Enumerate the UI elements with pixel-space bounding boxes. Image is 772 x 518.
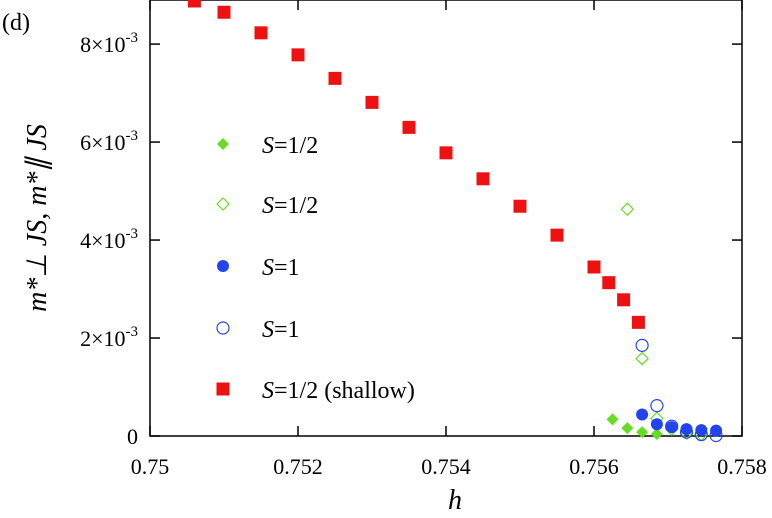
x-axis-label: h [448, 485, 462, 516]
point-diamond-open [635, 351, 649, 366]
point-circle-filled [695, 424, 708, 437]
point-circle-filled [680, 423, 693, 436]
point-square-filled [550, 228, 564, 242]
axes [149, 0, 743, 437]
plot-frame [149, 0, 743, 437]
legend: S=1/2 S=1/2 S=1 S=1 S=1/2 (shallow) [216, 133, 415, 404]
legend-marker-1 [217, 138, 229, 150]
point-diamond-open [620, 202, 635, 217]
legend-marker-5 [216, 382, 230, 396]
point-diamond-filled [650, 428, 663, 441]
legend-label-5: S=1/2 (shallow) [262, 378, 415, 404]
point-square-filled [254, 26, 268, 40]
point-square-filled [328, 71, 342, 85]
panel-label: (d) [2, 10, 30, 36]
point-circle-open [694, 427, 708, 442]
point-square-filled [602, 276, 616, 290]
x-tick-label: 0.756 [569, 454, 619, 479]
point-square-filled [365, 95, 379, 109]
ticks: 0.75 0.752 0.754 0.756 0.758 0 2×10-3 4×10-3 6×1… [80, 0, 767, 479]
point-square-filled [631, 315, 645, 329]
point-diamond-filled [621, 422, 634, 435]
y-axis-label-text: m*⊥ JS, m*∥ JS [22, 124, 53, 312]
point-circle-filled [665, 421, 678, 434]
legend-label-3: S=1 [262, 255, 300, 281]
point-square-filled [476, 172, 490, 186]
y-tick-label: 2×10-3 [80, 324, 138, 351]
point-square-filled [217, 5, 231, 19]
x-tick-label: 0.754 [421, 454, 471, 479]
legend-marker-3 [217, 260, 229, 272]
legend-label-4: S=1 [262, 317, 300, 343]
point-circle-open [709, 428, 723, 443]
point-diamond-filled [606, 413, 619, 426]
y-axis-label: m*⊥ JS, m*∥ JS [22, 124, 53, 312]
svg-text:m*⊥ JS, m*∥ JS: m*⊥ JS, m*∥ JS [22, 124, 53, 312]
y-tick-label: 4×10-3 [80, 226, 138, 253]
data-points [187, 0, 723, 443]
point-circle-open [650, 399, 664, 413]
point-square-filled [187, 0, 201, 8]
x-tick-label: 0.75 [131, 454, 170, 479]
point-diamond-filled [636, 426, 649, 439]
y-tick-label: 0 [127, 424, 138, 449]
legend-marker-2 [216, 197, 230, 211]
point-square-filled [587, 260, 601, 274]
y-tick-label: 6×10-3 [80, 128, 138, 155]
y-tick-label: 8×10-3 [80, 30, 138, 57]
legend-label-1: S=1/2 [262, 133, 318, 159]
point-square-filled [513, 199, 527, 213]
point-circle-filled [650, 418, 663, 431]
point-square-filled [291, 48, 305, 62]
point-square-filled [617, 293, 631, 307]
legend-marker-4 [216, 321, 230, 335]
x-tick-label: 0.758 [717, 454, 767, 479]
point-circle-open [635, 338, 649, 352]
point-circle-open [665, 419, 679, 433]
point-circle-open [679, 425, 694, 439]
point-square-filled [402, 120, 416, 134]
point-circle-filled [636, 408, 649, 421]
legend-label-2: S=1/2 [262, 193, 318, 219]
x-tick-label: 0.752 [273, 454, 323, 479]
point-circle-filled [710, 424, 723, 437]
point-square-filled [439, 146, 453, 160]
